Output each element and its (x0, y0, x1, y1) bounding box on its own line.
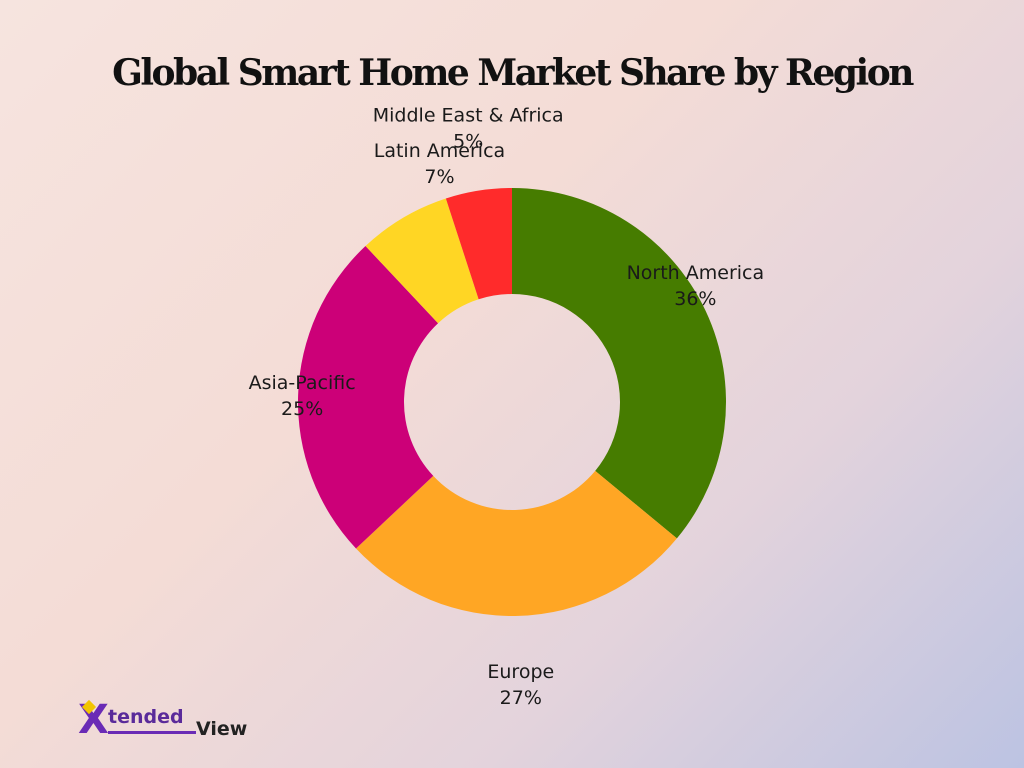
slice-europe (356, 470, 677, 617)
slice-value-asia-pacific: 25% (281, 398, 323, 420)
brand-logo: X tended View (78, 700, 268, 744)
chart-title: Global Smart Home Market Share by Region (112, 52, 914, 94)
slice-middle-east-africa (445, 188, 512, 300)
logo-text-view: View (196, 718, 248, 740)
slice-asia-pacific (298, 246, 439, 549)
logo-text-tended: tended (108, 706, 184, 728)
slice-value-europe: 27% (500, 687, 542, 709)
slice-label-europe: Europe (487, 661, 554, 683)
slice-label-latin-america: Latin America (374, 140, 505, 162)
slice-label-north-america: North America (627, 262, 765, 284)
slice-north-america (512, 188, 726, 539)
slice-value-north-america: 36% (674, 288, 716, 310)
slice-value-latin-america: 7% (424, 166, 454, 188)
slice-latin-america (365, 198, 479, 324)
logo-x-mark: X (78, 697, 109, 743)
slice-label-middle-east-africa: Middle East & Africa (373, 104, 564, 126)
slice-value-middle-east-africa: 5% (453, 130, 483, 152)
logo-underline (108, 731, 196, 734)
slice-label-asia-pacific: Asia-Pacific (249, 372, 356, 394)
